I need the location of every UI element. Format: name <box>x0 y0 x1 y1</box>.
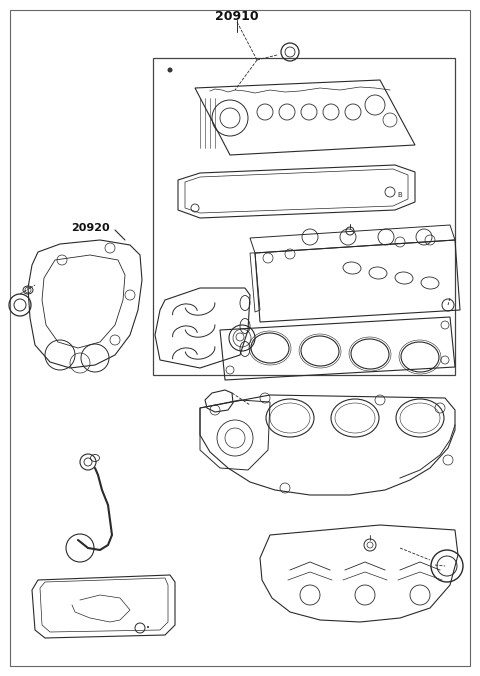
Text: 20920: 20920 <box>71 223 109 233</box>
Text: B: B <box>397 192 402 198</box>
Text: •: • <box>146 625 150 631</box>
Bar <box>153 58 455 375</box>
Circle shape <box>168 68 172 72</box>
Text: 20910: 20910 <box>215 9 259 22</box>
